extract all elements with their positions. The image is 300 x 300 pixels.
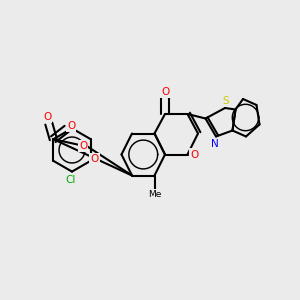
Text: S: S [222, 96, 229, 106]
Text: Me: Me [148, 190, 161, 199]
Text: O: O [190, 149, 198, 160]
Text: O: O [79, 141, 87, 151]
Text: O: O [90, 154, 99, 164]
Text: Cl: Cl [65, 175, 76, 185]
Text: O: O [67, 121, 75, 131]
Text: N: N [211, 139, 218, 149]
Text: O: O [161, 87, 169, 97]
Text: O: O [43, 112, 51, 122]
